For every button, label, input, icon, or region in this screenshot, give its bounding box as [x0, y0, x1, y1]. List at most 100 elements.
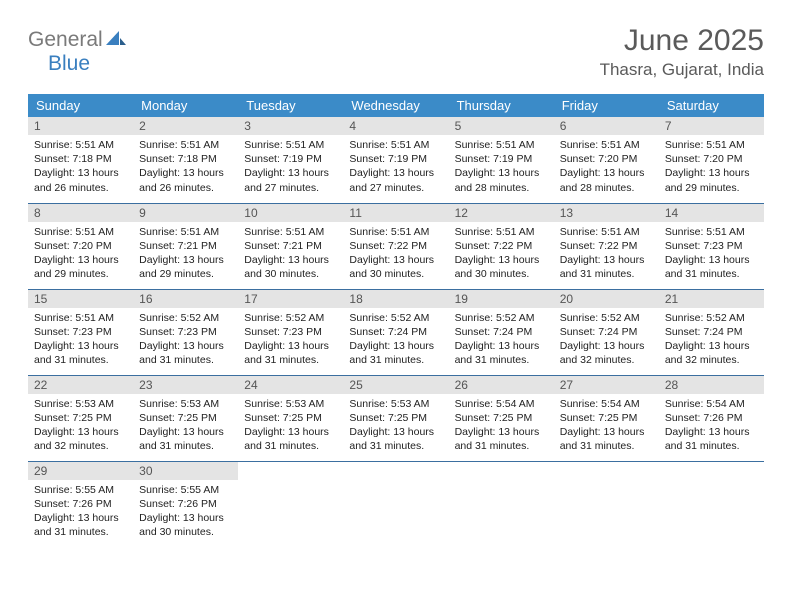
- calendar-cell: 1Sunrise: 5:51 AMSunset: 7:18 PMDaylight…: [28, 117, 133, 203]
- day-details: Sunrise: 5:54 AMSunset: 7:25 PMDaylight:…: [449, 394, 554, 458]
- calendar-cell: 10Sunrise: 5:51 AMSunset: 7:21 PMDayligh…: [238, 203, 343, 289]
- day-number: 29: [28, 462, 133, 480]
- day-number: 20: [554, 290, 659, 308]
- day-number: 7: [659, 117, 764, 135]
- day-header: Friday: [554, 94, 659, 117]
- brand-first: General: [28, 28, 103, 52]
- day-details: Sunrise: 5:53 AMSunset: 7:25 PMDaylight:…: [28, 394, 133, 458]
- day-number: 16: [133, 290, 238, 308]
- calendar-cell: 9Sunrise: 5:51 AMSunset: 7:21 PMDaylight…: [133, 203, 238, 289]
- day-header: Sunday: [28, 94, 133, 117]
- calendar-row: 22Sunrise: 5:53 AMSunset: 7:25 PMDayligh…: [28, 375, 764, 461]
- day-details: Sunrise: 5:51 AMSunset: 7:19 PMDaylight:…: [238, 135, 343, 199]
- day-number: 10: [238, 204, 343, 222]
- day-details: Sunrise: 5:53 AMSunset: 7:25 PMDaylight:…: [238, 394, 343, 458]
- day-number: 15: [28, 290, 133, 308]
- calendar-cell: 16Sunrise: 5:52 AMSunset: 7:23 PMDayligh…: [133, 289, 238, 375]
- day-details: Sunrise: 5:51 AMSunset: 7:20 PMDaylight:…: [28, 222, 133, 286]
- day-details: Sunrise: 5:55 AMSunset: 7:26 PMDaylight:…: [28, 480, 133, 544]
- calendar-cell: 24Sunrise: 5:53 AMSunset: 7:25 PMDayligh…: [238, 375, 343, 461]
- day-number: 23: [133, 376, 238, 394]
- calendar-cell: 3Sunrise: 5:51 AMSunset: 7:19 PMDaylight…: [238, 117, 343, 203]
- day-details: Sunrise: 5:51 AMSunset: 7:23 PMDaylight:…: [28, 308, 133, 372]
- day-details: Sunrise: 5:51 AMSunset: 7:19 PMDaylight:…: [449, 135, 554, 199]
- calendar-cell: 14Sunrise: 5:51 AMSunset: 7:23 PMDayligh…: [659, 203, 764, 289]
- day-number: 19: [449, 290, 554, 308]
- calendar-cell: 26Sunrise: 5:54 AMSunset: 7:25 PMDayligh…: [449, 375, 554, 461]
- header: General June 2025 Thasra, Gujarat, India: [28, 24, 764, 80]
- day-details: Sunrise: 5:51 AMSunset: 7:20 PMDaylight:…: [659, 135, 764, 199]
- calendar-cell: [343, 461, 448, 547]
- day-details: Sunrise: 5:51 AMSunset: 7:22 PMDaylight:…: [554, 222, 659, 286]
- brand-second: Blue: [48, 52, 90, 75]
- day-number: 22: [28, 376, 133, 394]
- day-number: 30: [133, 462, 238, 480]
- calendar-cell: 17Sunrise: 5:52 AMSunset: 7:23 PMDayligh…: [238, 289, 343, 375]
- day-header: Monday: [133, 94, 238, 117]
- calendar-cell: 30Sunrise: 5:55 AMSunset: 7:26 PMDayligh…: [133, 461, 238, 547]
- day-details: Sunrise: 5:51 AMSunset: 7:19 PMDaylight:…: [343, 135, 448, 199]
- day-details: Sunrise: 5:51 AMSunset: 7:21 PMDaylight:…: [133, 222, 238, 286]
- brand-sail-icon: [106, 30, 126, 51]
- calendar-cell: [449, 461, 554, 547]
- calendar-row: 29Sunrise: 5:55 AMSunset: 7:26 PMDayligh…: [28, 461, 764, 547]
- calendar-cell: 18Sunrise: 5:52 AMSunset: 7:24 PMDayligh…: [343, 289, 448, 375]
- day-details: Sunrise: 5:51 AMSunset: 7:18 PMDaylight:…: [133, 135, 238, 199]
- day-details: Sunrise: 5:54 AMSunset: 7:26 PMDaylight:…: [659, 394, 764, 458]
- day-details: Sunrise: 5:54 AMSunset: 7:25 PMDaylight:…: [554, 394, 659, 458]
- calendar-cell: 7Sunrise: 5:51 AMSunset: 7:20 PMDaylight…: [659, 117, 764, 203]
- day-details: Sunrise: 5:52 AMSunset: 7:23 PMDaylight:…: [133, 308, 238, 372]
- day-number: 5: [449, 117, 554, 135]
- calendar-cell: 11Sunrise: 5:51 AMSunset: 7:22 PMDayligh…: [343, 203, 448, 289]
- calendar-cell: 5Sunrise: 5:51 AMSunset: 7:19 PMDaylight…: [449, 117, 554, 203]
- day-details: Sunrise: 5:51 AMSunset: 7:23 PMDaylight:…: [659, 222, 764, 286]
- day-number: 8: [28, 204, 133, 222]
- day-number: 18: [343, 290, 448, 308]
- calendar-cell: 2Sunrise: 5:51 AMSunset: 7:18 PMDaylight…: [133, 117, 238, 203]
- day-number: 1: [28, 117, 133, 135]
- title-block: June 2025 Thasra, Gujarat, India: [600, 24, 764, 80]
- day-number: 9: [133, 204, 238, 222]
- calendar-cell: 8Sunrise: 5:51 AMSunset: 7:20 PMDaylight…: [28, 203, 133, 289]
- day-number: 26: [449, 376, 554, 394]
- day-header: Wednesday: [343, 94, 448, 117]
- day-number: 24: [238, 376, 343, 394]
- calendar-cell: 6Sunrise: 5:51 AMSunset: 7:20 PMDaylight…: [554, 117, 659, 203]
- day-number: 13: [554, 204, 659, 222]
- day-details: Sunrise: 5:52 AMSunset: 7:24 PMDaylight:…: [449, 308, 554, 372]
- calendar-row: 15Sunrise: 5:51 AMSunset: 7:23 PMDayligh…: [28, 289, 764, 375]
- calendar-cell: 12Sunrise: 5:51 AMSunset: 7:22 PMDayligh…: [449, 203, 554, 289]
- month-title: June 2025: [600, 24, 764, 58]
- day-number: 6: [554, 117, 659, 135]
- calendar-cell: 25Sunrise: 5:53 AMSunset: 7:25 PMDayligh…: [343, 375, 448, 461]
- calendar-cell: [238, 461, 343, 547]
- calendar-cell: 22Sunrise: 5:53 AMSunset: 7:25 PMDayligh…: [28, 375, 133, 461]
- calendar-cell: 20Sunrise: 5:52 AMSunset: 7:24 PMDayligh…: [554, 289, 659, 375]
- day-details: Sunrise: 5:52 AMSunset: 7:24 PMDaylight:…: [343, 308, 448, 372]
- day-number: 12: [449, 204, 554, 222]
- day-details: Sunrise: 5:52 AMSunset: 7:24 PMDaylight:…: [554, 308, 659, 372]
- calendar-cell: 15Sunrise: 5:51 AMSunset: 7:23 PMDayligh…: [28, 289, 133, 375]
- day-number: 21: [659, 290, 764, 308]
- day-details: Sunrise: 5:52 AMSunset: 7:23 PMDaylight:…: [238, 308, 343, 372]
- calendar-cell: [659, 461, 764, 547]
- day-number: 3: [238, 117, 343, 135]
- day-details: Sunrise: 5:55 AMSunset: 7:26 PMDaylight:…: [133, 480, 238, 544]
- calendar-cell: 28Sunrise: 5:54 AMSunset: 7:26 PMDayligh…: [659, 375, 764, 461]
- calendar-cell: [554, 461, 659, 547]
- calendar-cell: 23Sunrise: 5:53 AMSunset: 7:25 PMDayligh…: [133, 375, 238, 461]
- calendar-table: Sunday Monday Tuesday Wednesday Thursday…: [28, 94, 764, 547]
- day-number: 2: [133, 117, 238, 135]
- calendar-cell: 29Sunrise: 5:55 AMSunset: 7:26 PMDayligh…: [28, 461, 133, 547]
- day-details: Sunrise: 5:51 AMSunset: 7:20 PMDaylight:…: [554, 135, 659, 199]
- calendar-cell: 4Sunrise: 5:51 AMSunset: 7:19 PMDaylight…: [343, 117, 448, 203]
- location-subtitle: Thasra, Gujarat, India: [600, 60, 764, 80]
- day-number: 4: [343, 117, 448, 135]
- day-details: Sunrise: 5:51 AMSunset: 7:18 PMDaylight:…: [28, 135, 133, 199]
- day-details: Sunrise: 5:51 AMSunset: 7:22 PMDaylight:…: [343, 222, 448, 286]
- day-number: 17: [238, 290, 343, 308]
- day-number: 14: [659, 204, 764, 222]
- day-details: Sunrise: 5:53 AMSunset: 7:25 PMDaylight:…: [133, 394, 238, 458]
- day-number: 27: [554, 376, 659, 394]
- calendar-cell: 19Sunrise: 5:52 AMSunset: 7:24 PMDayligh…: [449, 289, 554, 375]
